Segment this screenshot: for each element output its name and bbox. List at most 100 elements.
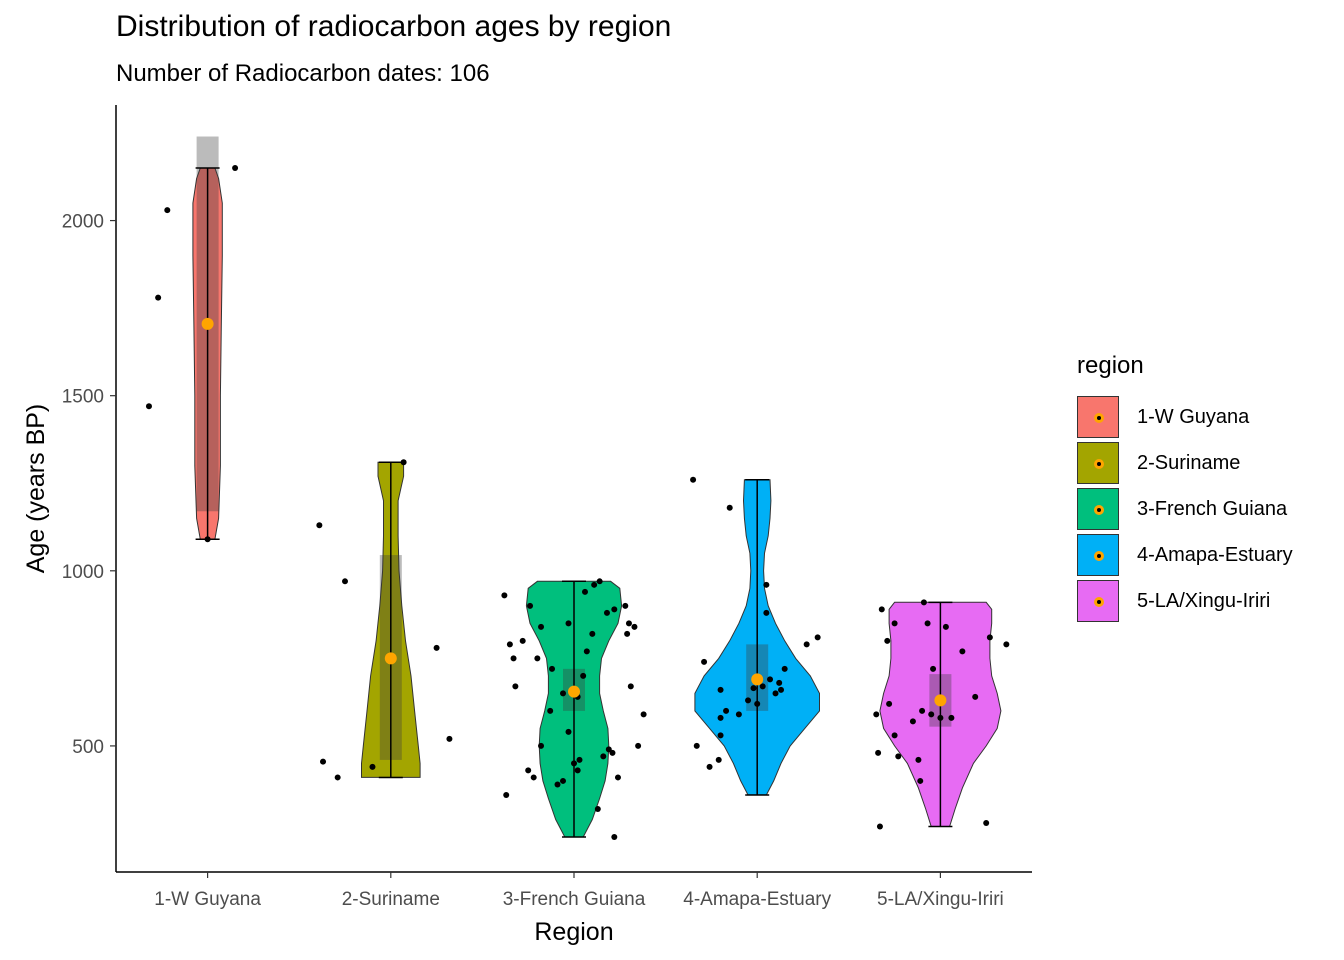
data-point [627,683,634,690]
legend-item: 3-French Guiana [1077,486,1293,532]
data-point [525,767,532,774]
data-point [204,536,211,543]
data-point [316,522,323,529]
legend-label: 3-French Guiana [1137,497,1288,520]
data-point [560,777,567,784]
data-point [583,648,590,655]
data-point [717,732,724,739]
legend-item: 2-Suriname [1077,440,1293,486]
data-point [919,707,926,714]
data-point [972,693,979,700]
data-point [400,459,407,466]
data-point [600,753,607,760]
data-point [565,620,572,627]
data-point [920,599,927,606]
data-point [878,606,885,613]
mean-marker [384,652,397,665]
data-point [635,742,642,749]
data-point [342,578,348,585]
data-point [519,637,526,644]
data-point [534,655,541,662]
data-point [145,403,152,410]
data-point [433,644,440,651]
data-point [781,665,788,672]
data-point [603,609,610,616]
data-point [591,581,598,588]
data-point [624,630,631,637]
data-point [512,683,519,690]
data-point [538,623,545,630]
data-point [891,620,898,627]
data-point [609,749,616,756]
data-point [554,781,561,788]
data-point [547,707,554,714]
mean-marker [568,685,580,698]
data-point [778,686,785,693]
data-point [506,641,513,648]
legend-key [1077,580,1119,622]
data-point [723,707,730,714]
data-point [759,683,766,690]
mean-marker [751,673,764,686]
data-point [510,655,517,662]
x-tick-label: 4-Amapa-Estuary [683,889,831,910]
data-point [895,753,902,760]
data-point [917,777,924,784]
x-tick-label: 2-Suriname [342,889,440,910]
data-point [876,823,883,830]
data-point [625,620,632,627]
y-tick-label: 500 [72,737,104,758]
data-point [884,637,891,644]
legend-item: 5-LA/Xingu-Iriri [1077,578,1293,624]
legend-label: 4-Amapa-Estuary [1137,543,1293,566]
legend-label: 1-W Guyana [1137,405,1250,428]
data-point [928,711,935,718]
data-point [611,833,618,840]
data-point [937,714,944,721]
data-point [596,578,603,585]
x-tick-label: 5-LA/Xingu-Iriri [877,889,1004,910]
data-point [735,711,742,718]
data-point [369,763,376,770]
legend-key [1077,442,1119,484]
data-point [717,686,724,693]
data-point [763,609,770,616]
data-point [767,676,774,683]
data-point [631,623,638,630]
legend-label: 5-LA/Xingu-Iriri [1137,589,1271,612]
data-point [924,620,931,627]
data-point [155,294,162,301]
data-point [814,634,821,641]
data-point [594,805,601,812]
data-point [701,658,708,665]
data-point [576,756,583,763]
data-point [560,690,567,697]
data-point [527,602,534,609]
legend-title: region [1077,352,1144,379]
data-point [930,665,937,672]
data-point [581,588,588,595]
data-point [959,648,966,655]
data-point [589,630,596,637]
data-point [763,581,770,588]
legend-key [1077,534,1119,576]
data-point [232,165,239,172]
data-point [549,665,556,672]
data-point [614,774,621,781]
data-point [320,758,327,765]
data-point [948,714,955,721]
data-point [983,819,990,826]
data-point [693,742,700,749]
data-point [571,760,577,767]
data-point [574,767,581,774]
data-point [706,763,713,770]
data-point [909,718,916,725]
data-point [717,714,724,721]
data-point [750,685,757,692]
data-point [565,728,572,735]
legend: region 1-W Guyana 2-Suriname 3-French Gu… [1077,352,1293,624]
chart-title: Distribution of radiocarbon ages by regi… [116,10,672,43]
data-point [640,711,647,718]
x-tick-label: 3-French Guiana [503,889,646,910]
